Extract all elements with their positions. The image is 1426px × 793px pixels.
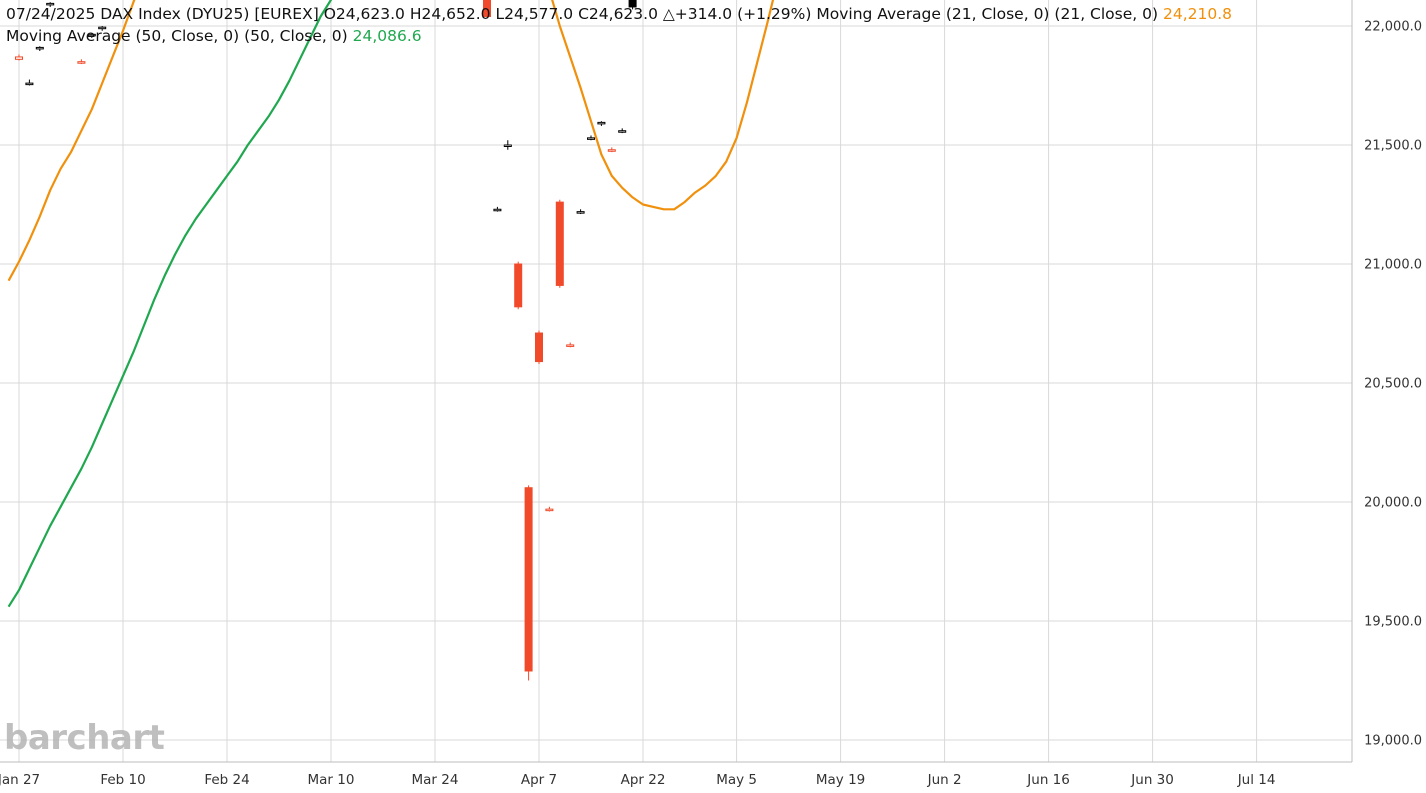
candle [77, 59, 86, 65]
candle [597, 121, 606, 126]
ma21-line [7, 0, 775, 282]
moving-average-lines [7, 0, 775, 608]
x-tick-label: Jun 2 [927, 772, 962, 788]
candle [87, 33, 96, 38]
candle [607, 147, 616, 153]
candle [514, 261, 523, 310]
chart-header-line-1: 07/24/2025 DAX Index (DYU25) [EUREX] O24… [6, 4, 1232, 24]
candle-body [15, 56, 23, 60]
y-tick-label: 19,500.0 [1364, 615, 1422, 630]
header-ma50-value: 24,086.6 [352, 27, 422, 45]
x-tick-label: Jun 16 [1026, 772, 1070, 788]
candle-body [587, 137, 595, 140]
header-symbol: DAX Index (DYU25) [EUREX] [100, 5, 319, 23]
candle-body [555, 201, 564, 286]
candle-body [628, 0, 637, 8]
candle-body [25, 82, 34, 86]
header-ma21-value: 24,210.8 [1162, 5, 1233, 23]
header-high: H24,652.0 [409, 5, 491, 23]
header-open: O24,623.0 [323, 5, 405, 23]
x-tick-label: May 5 [716, 772, 757, 788]
candle-body [483, 0, 491, 17]
candle [555, 199, 564, 288]
header-ma21-label: Moving Average (21, Close, 0) [816, 5, 1050, 23]
y-tick-label: 20,000.0 [1364, 496, 1422, 511]
candle-body [493, 208, 502, 212]
candle-body [46, 2, 55, 6]
candle [628, 0, 637, 10]
y-tick-label: 20,500.0 [1364, 377, 1422, 392]
candle [15, 54, 23, 61]
y-tick-label: 22,000.0 [1364, 20, 1422, 35]
candle [25, 79, 34, 86]
header-change: △+314.0 (+1.29%) [662, 5, 812, 23]
x-tick-label: May 19 [816, 772, 865, 788]
candle [503, 140, 512, 150]
candle [545, 506, 554, 512]
header-ma50-label: Moving Average (50, Close, 0) [6, 27, 240, 45]
candle-body [566, 344, 575, 347]
candle-body [597, 121, 606, 125]
header-ma50-params: (50, Close, 0) [244, 27, 348, 45]
header-close: C24,623.0 [578, 5, 658, 23]
x-tick-label: Apr 22 [621, 772, 666, 788]
y-tick-label: 21,000.0 [1364, 258, 1422, 273]
candle [483, 0, 491, 17]
candle-body [618, 130, 627, 133]
ma50-line [7, 0, 333, 608]
candle [46, 2, 55, 7]
header-ma21-params: (21, Close, 0) [1054, 5, 1159, 23]
candle-body [514, 263, 523, 308]
candle [98, 26, 107, 31]
chart-header-line-2: Moving Average (50, Close, 0) (50, Close… [6, 26, 422, 46]
candle [493, 206, 502, 212]
y-axis: 19,000.0 19,500.0 20,000.0 20,500.0 21,000.0… [1364, 20, 1422, 749]
candle [524, 485, 533, 681]
x-tick-label: Jun 30 [1130, 772, 1174, 788]
y-tick-label: 19,000.0 [1364, 734, 1422, 749]
x-tick-label: Jul 14 [1237, 772, 1276, 788]
candle-body [87, 33, 96, 37]
x-tick-label: Feb 24 [204, 772, 249, 788]
candle-body [545, 508, 554, 512]
barchart-watermark-logo: barchart [4, 718, 165, 758]
candle-body [503, 144, 512, 147]
header-date: 07/24/2025 [6, 5, 96, 23]
header-low: L24,577.0 [495, 5, 574, 23]
candle [535, 330, 543, 364]
candle-body [98, 26, 107, 30]
candle-body [607, 149, 616, 152]
candle [35, 46, 44, 51]
x-tick-label: Jan 27 [0, 772, 40, 788]
candles [15, 0, 637, 681]
candle [566, 342, 575, 348]
candle [587, 135, 595, 141]
candle [618, 128, 627, 134]
candle-body [77, 61, 86, 64]
candle-body [576, 211, 585, 214]
candle-body [535, 332, 543, 363]
x-tick-label: Apr 7 [521, 772, 557, 788]
grid [0, 0, 1353, 763]
x-tick-label: Feb 10 [100, 772, 145, 788]
candle-body [524, 487, 533, 672]
x-tick-label: Mar 24 [412, 772, 459, 788]
x-tick-label: Mar 10 [308, 772, 355, 788]
x-axis: Jan 27 Feb 10 Feb 24 Mar 10 Mar 24 Apr 7 Apr 2… [0, 772, 1275, 788]
candle-body [35, 46, 44, 50]
y-tick-label: 21,500.0 [1364, 139, 1422, 154]
candle [576, 209, 585, 215]
